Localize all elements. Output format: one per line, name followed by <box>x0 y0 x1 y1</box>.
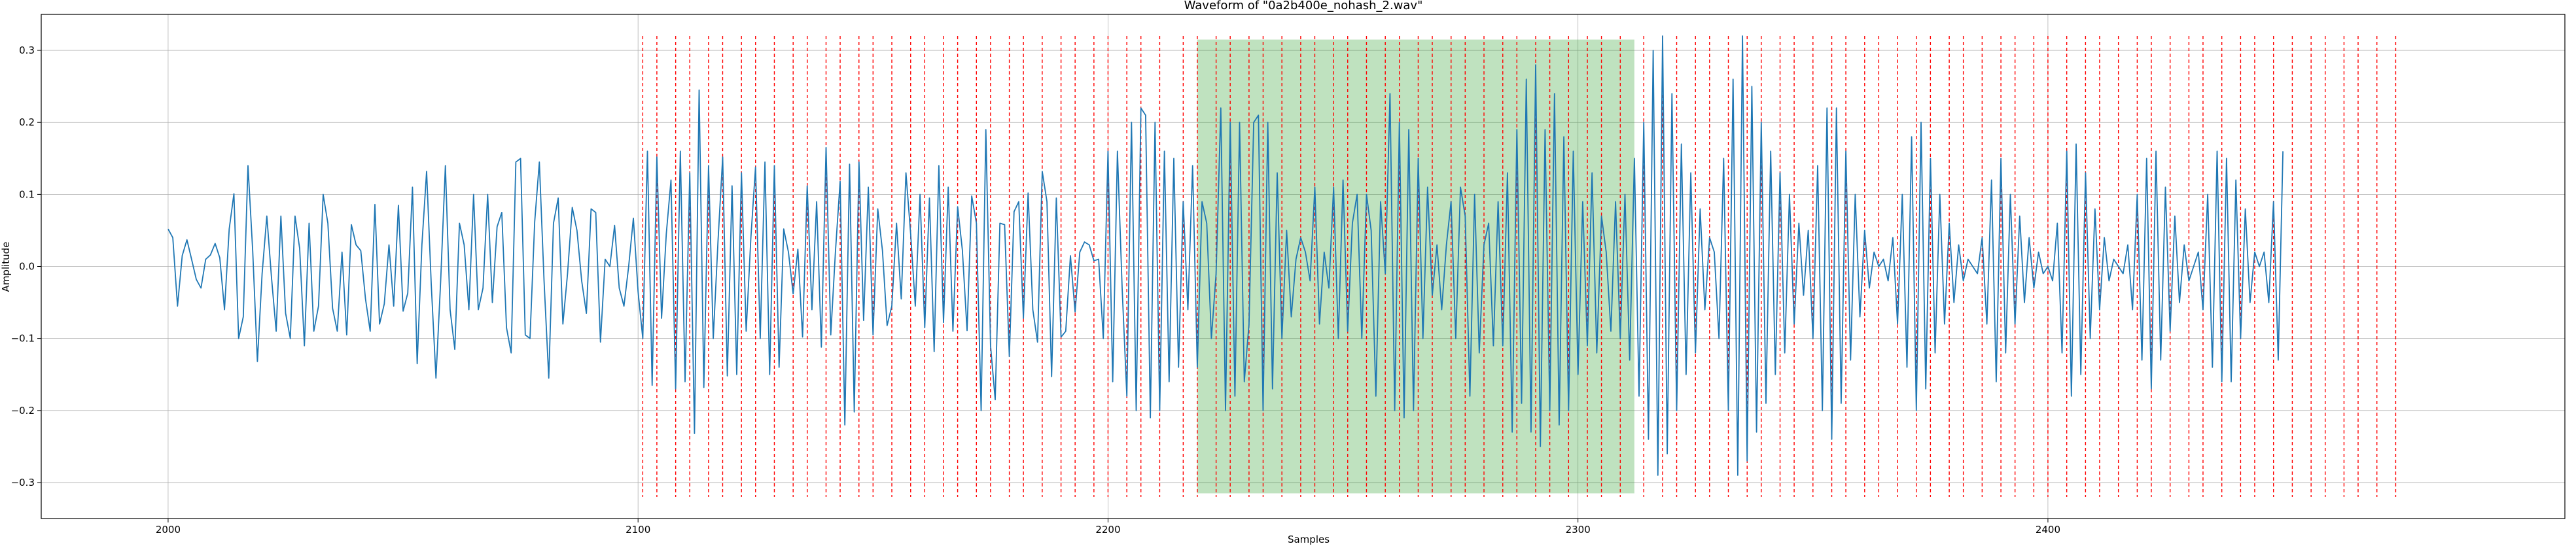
x-tick-label: 2200 <box>1095 524 1120 536</box>
series-layer <box>168 35 2284 476</box>
onset-markers <box>642 36 2397 497</box>
chart-title: Waveform of "0a2b400e_nohash_2.wav" <box>1184 0 1423 12</box>
x-tick-label: 2300 <box>1566 524 1591 536</box>
x-axis-label: Samples <box>1288 534 1330 545</box>
y-tick-label: −0.3 <box>11 477 35 488</box>
x-tick-label: 2400 <box>2036 524 2060 536</box>
y-tick-label: −0.1 <box>11 333 35 345</box>
y-tick-label: 0.3 <box>19 44 35 56</box>
grid-lines <box>41 14 2565 519</box>
y-tick-label: 0.0 <box>19 261 35 273</box>
x-tick-label: 2100 <box>626 524 650 536</box>
waveform-series-line <box>168 35 2284 476</box>
y-axis-label: Amplitude <box>0 242 12 292</box>
y-tick-label: −0.2 <box>11 405 35 417</box>
y-tick-label: 0.1 <box>19 188 35 200</box>
x-axis-ticks: 2000 2100 2200 2300 2400 <box>156 519 2060 536</box>
y-axis-ticks: −0.3 −0.2 −0.1 0.0 0.1 0.2 0.3 <box>11 44 41 488</box>
x-tick-label: 2000 <box>156 524 181 536</box>
y-tick-label: 0.2 <box>19 116 35 128</box>
